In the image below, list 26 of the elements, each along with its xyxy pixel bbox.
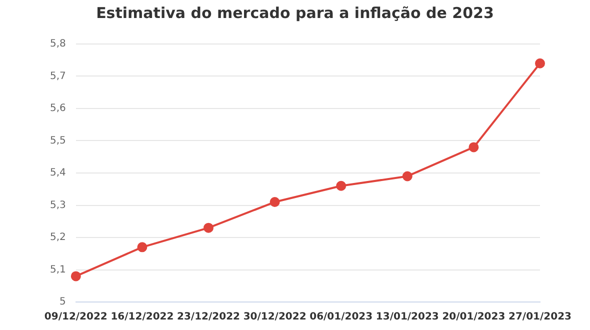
point — [204, 222, 214, 233]
x-tick-label: 09/12/2022 — [44, 312, 108, 323]
point — [270, 197, 280, 208]
point — [468, 142, 479, 152]
point — [535, 58, 545, 68]
y-tick-label: 5,5 — [50, 135, 66, 146]
x-tick-label: 06/01/2023 — [310, 312, 373, 323]
point — [70, 271, 81, 282]
y-tick-label: 5,3 — [50, 200, 66, 211]
chart-title: Estimativa do mercado para a inflação de 2023 — [95, 3, 495, 24]
x-tick-label: 30/12/2022 — [243, 312, 306, 323]
y-tick-label: 5,2 — [50, 232, 66, 244]
y-tick-label: 5,4 — [50, 168, 66, 179]
point — [137, 242, 148, 252]
y-tick-label: 5 — [60, 296, 66, 308]
y-tick-label: 5,7 — [50, 70, 66, 82]
point — [402, 171, 412, 182]
y-tick-label: 5,8 — [50, 38, 66, 50]
x-tick-label: 27/01/2023 — [508, 312, 572, 323]
y-tick-label: 5,6 — [50, 103, 66, 114]
x-tick-label: 13/01/2023 — [376, 312, 439, 323]
x-tick-label: 23/12/2022 — [177, 312, 240, 323]
x-tick-label: 20/01/2023 — [442, 312, 506, 323]
point — [336, 180, 346, 191]
y-tick-label: 5,1 — [50, 264, 66, 276]
x-tick-label: 16/12/2022 — [110, 312, 174, 323]
